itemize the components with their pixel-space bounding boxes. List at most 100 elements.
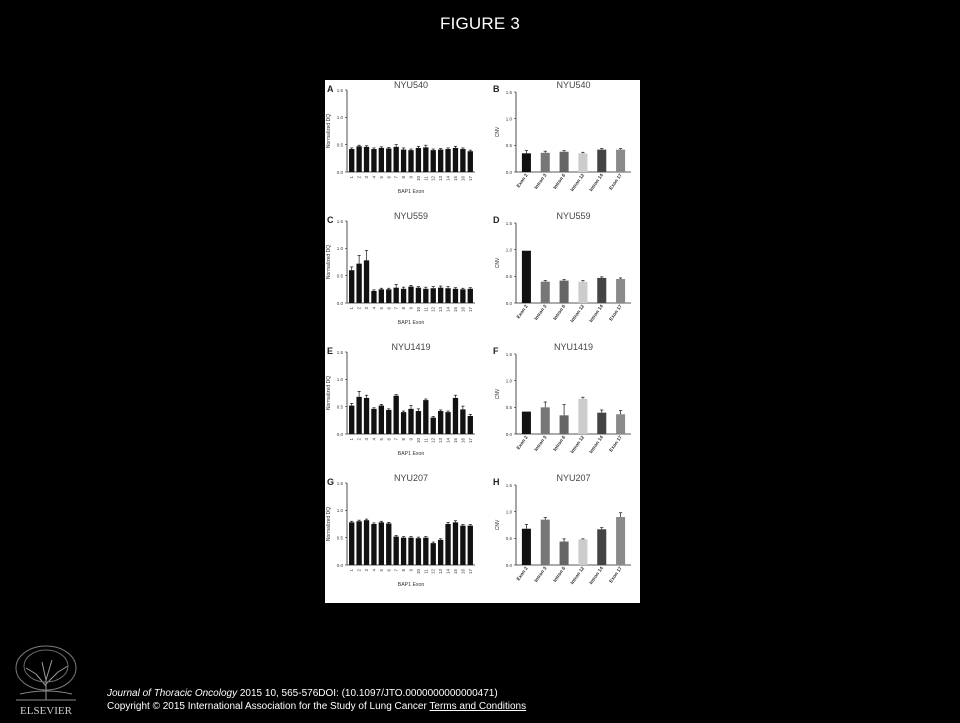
bar xyxy=(559,280,569,303)
x-tick-label: 5 xyxy=(379,569,384,572)
x-tick-label: 15 xyxy=(453,176,458,182)
x-tick-label: Intron 6 xyxy=(552,565,567,583)
y-tick-label: 0.0 xyxy=(506,563,513,568)
x-tick-label: Exon 17 xyxy=(608,172,624,191)
terms-link[interactable]: Terms and Conditions xyxy=(429,701,527,712)
bar xyxy=(430,543,436,565)
y-axis-label: CNV xyxy=(495,388,501,399)
bar xyxy=(452,288,459,303)
y-tick-label: 1.5 xyxy=(506,90,513,95)
panel-letter: F xyxy=(493,346,499,356)
x-tick-label: Exon 17 xyxy=(608,565,624,584)
bar xyxy=(430,417,436,434)
x-tick-label: 1 xyxy=(349,569,354,572)
bar xyxy=(400,288,407,303)
x-tick-label: 14 xyxy=(446,569,451,575)
x-tick-label: 17 xyxy=(468,569,473,575)
y-tick-label: 1.0 xyxy=(506,378,513,383)
bar xyxy=(540,407,550,434)
panel-title: NYU540 xyxy=(394,80,428,90)
x-tick-label: Exon 2 xyxy=(516,565,530,582)
x-tick-label: 15 xyxy=(453,307,458,313)
y-tick-label: 0.0 xyxy=(506,432,513,437)
bar xyxy=(408,150,414,172)
bar xyxy=(356,146,362,172)
copyright-line: Copyright © 2015 International Associati… xyxy=(107,700,526,713)
bar xyxy=(437,411,444,434)
bar xyxy=(393,287,399,303)
x-tick-label: 10 xyxy=(416,176,421,182)
bar xyxy=(452,522,459,565)
y-tick-label: 0.5 xyxy=(506,405,513,410)
bar xyxy=(467,151,473,172)
panel-title: NYU207 xyxy=(556,473,590,483)
bar xyxy=(445,524,451,565)
x-tick-label: 1 xyxy=(349,438,354,441)
x-tick-label: 10 xyxy=(416,569,421,575)
bar xyxy=(452,397,459,434)
x-tick-label: Intron 6 xyxy=(552,172,567,190)
y-tick-label: 1.5 xyxy=(337,88,344,93)
bar xyxy=(616,149,626,172)
bar xyxy=(415,538,422,565)
y-tick-label: 1.5 xyxy=(506,483,513,488)
x-tick-label: 10 xyxy=(416,307,421,313)
y-tick-label: 1.0 xyxy=(337,115,344,120)
bar xyxy=(559,151,569,172)
x-tick-label: 2 xyxy=(357,569,362,572)
x-tick-label: 2 xyxy=(357,307,362,310)
x-axis-label: BAP1 Exon xyxy=(398,582,425,588)
y-tick-label: 0.5 xyxy=(506,536,513,541)
bar xyxy=(521,153,531,172)
y-tick-label: 0.5 xyxy=(337,404,344,409)
y-tick-label: 0.5 xyxy=(337,273,344,278)
x-tick-label: Intron 12 xyxy=(570,172,587,192)
x-tick-label: Intron 3 xyxy=(533,172,548,190)
bar xyxy=(423,537,429,565)
bar xyxy=(540,519,550,565)
y-axis-label: Normalized DQ xyxy=(326,507,332,541)
copyright-text: Copyright © 2015 International Associati… xyxy=(107,701,427,712)
panel-letter: A xyxy=(327,84,334,94)
bar xyxy=(437,287,444,303)
x-tick-label: 16 xyxy=(460,307,465,313)
x-tick-label: 10 xyxy=(416,438,421,444)
x-tick-label: 3 xyxy=(364,569,369,572)
y-tick-label: 0.5 xyxy=(506,274,513,279)
x-tick-label: 6 xyxy=(386,307,391,310)
bar xyxy=(371,149,377,172)
citation-line: Journal of Thoracic Oncology 2015 10, 56… xyxy=(107,687,526,700)
x-tick-label: Intron 3 xyxy=(533,434,548,452)
y-axis-label: Normalized DQ xyxy=(326,245,332,279)
bar xyxy=(356,263,362,303)
y-tick-label: 0.0 xyxy=(506,170,513,175)
x-tick-label: 13 xyxy=(438,569,443,575)
panel-letter: B xyxy=(493,84,500,94)
bar xyxy=(437,539,444,565)
logo-wordmark: ELSEVIER xyxy=(20,705,73,717)
x-tick-label: 13 xyxy=(438,307,443,313)
x-tick-label: 15 xyxy=(453,438,458,444)
bar xyxy=(349,405,355,434)
bar xyxy=(521,250,531,303)
bar xyxy=(371,290,377,303)
y-tick-label: 0.0 xyxy=(337,301,344,306)
bar xyxy=(616,517,626,565)
x-tick-label: 15 xyxy=(453,569,458,575)
x-tick-label: Intron 12 xyxy=(570,565,587,585)
panel-title: NYU1419 xyxy=(554,342,593,352)
bar xyxy=(400,537,407,565)
x-tick-label: 14 xyxy=(446,176,451,182)
bar xyxy=(430,288,436,303)
bar xyxy=(559,541,569,565)
bar xyxy=(578,153,588,172)
bar xyxy=(540,152,550,172)
bar xyxy=(349,522,355,565)
bar xyxy=(363,397,370,434)
x-tick-label: Exon 2 xyxy=(516,172,530,189)
bar xyxy=(378,289,385,303)
panel-f: F NYU1419 0.0 0.5 1.0 1.5 CNV Exon 2 Intron 3 Int… xyxy=(493,342,631,455)
x-axis-label: BAP1 Exon xyxy=(398,189,425,195)
elsevier-logo: ELSEVIER xyxy=(8,638,84,718)
